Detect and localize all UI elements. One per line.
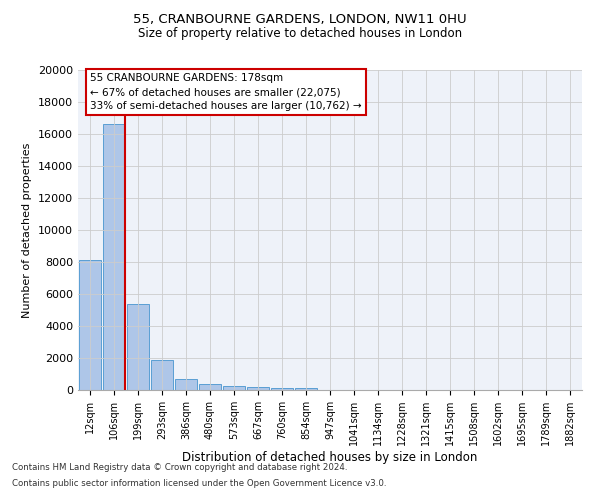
Text: Contains HM Land Registry data © Crown copyright and database right 2024.: Contains HM Land Registry data © Crown c… xyxy=(12,464,347,472)
Bar xyxy=(247,387,269,390)
Text: Size of property relative to detached houses in London: Size of property relative to detached ho… xyxy=(138,28,462,40)
Y-axis label: Number of detached properties: Number of detached properties xyxy=(22,142,32,318)
Text: 55 CRANBOURNE GARDENS: 178sqm
← 67% of detached houses are smaller (22,075)
33% : 55 CRANBOURNE GARDENS: 178sqm ← 67% of d… xyxy=(90,73,362,111)
Text: 55, CRANBOURNE GARDENS, LONDON, NW11 0HU: 55, CRANBOURNE GARDENS, LONDON, NW11 0HU xyxy=(133,12,467,26)
Bar xyxy=(175,379,197,390)
Text: Contains public sector information licensed under the Open Government Licence v3: Contains public sector information licen… xyxy=(12,478,386,488)
Bar xyxy=(79,260,101,390)
Bar xyxy=(127,304,149,390)
Bar xyxy=(295,388,317,390)
Bar xyxy=(223,386,245,390)
X-axis label: Distribution of detached houses by size in London: Distribution of detached houses by size … xyxy=(182,451,478,464)
Bar xyxy=(199,384,221,390)
Bar xyxy=(271,388,293,390)
Bar xyxy=(151,360,173,390)
Bar xyxy=(103,124,125,390)
